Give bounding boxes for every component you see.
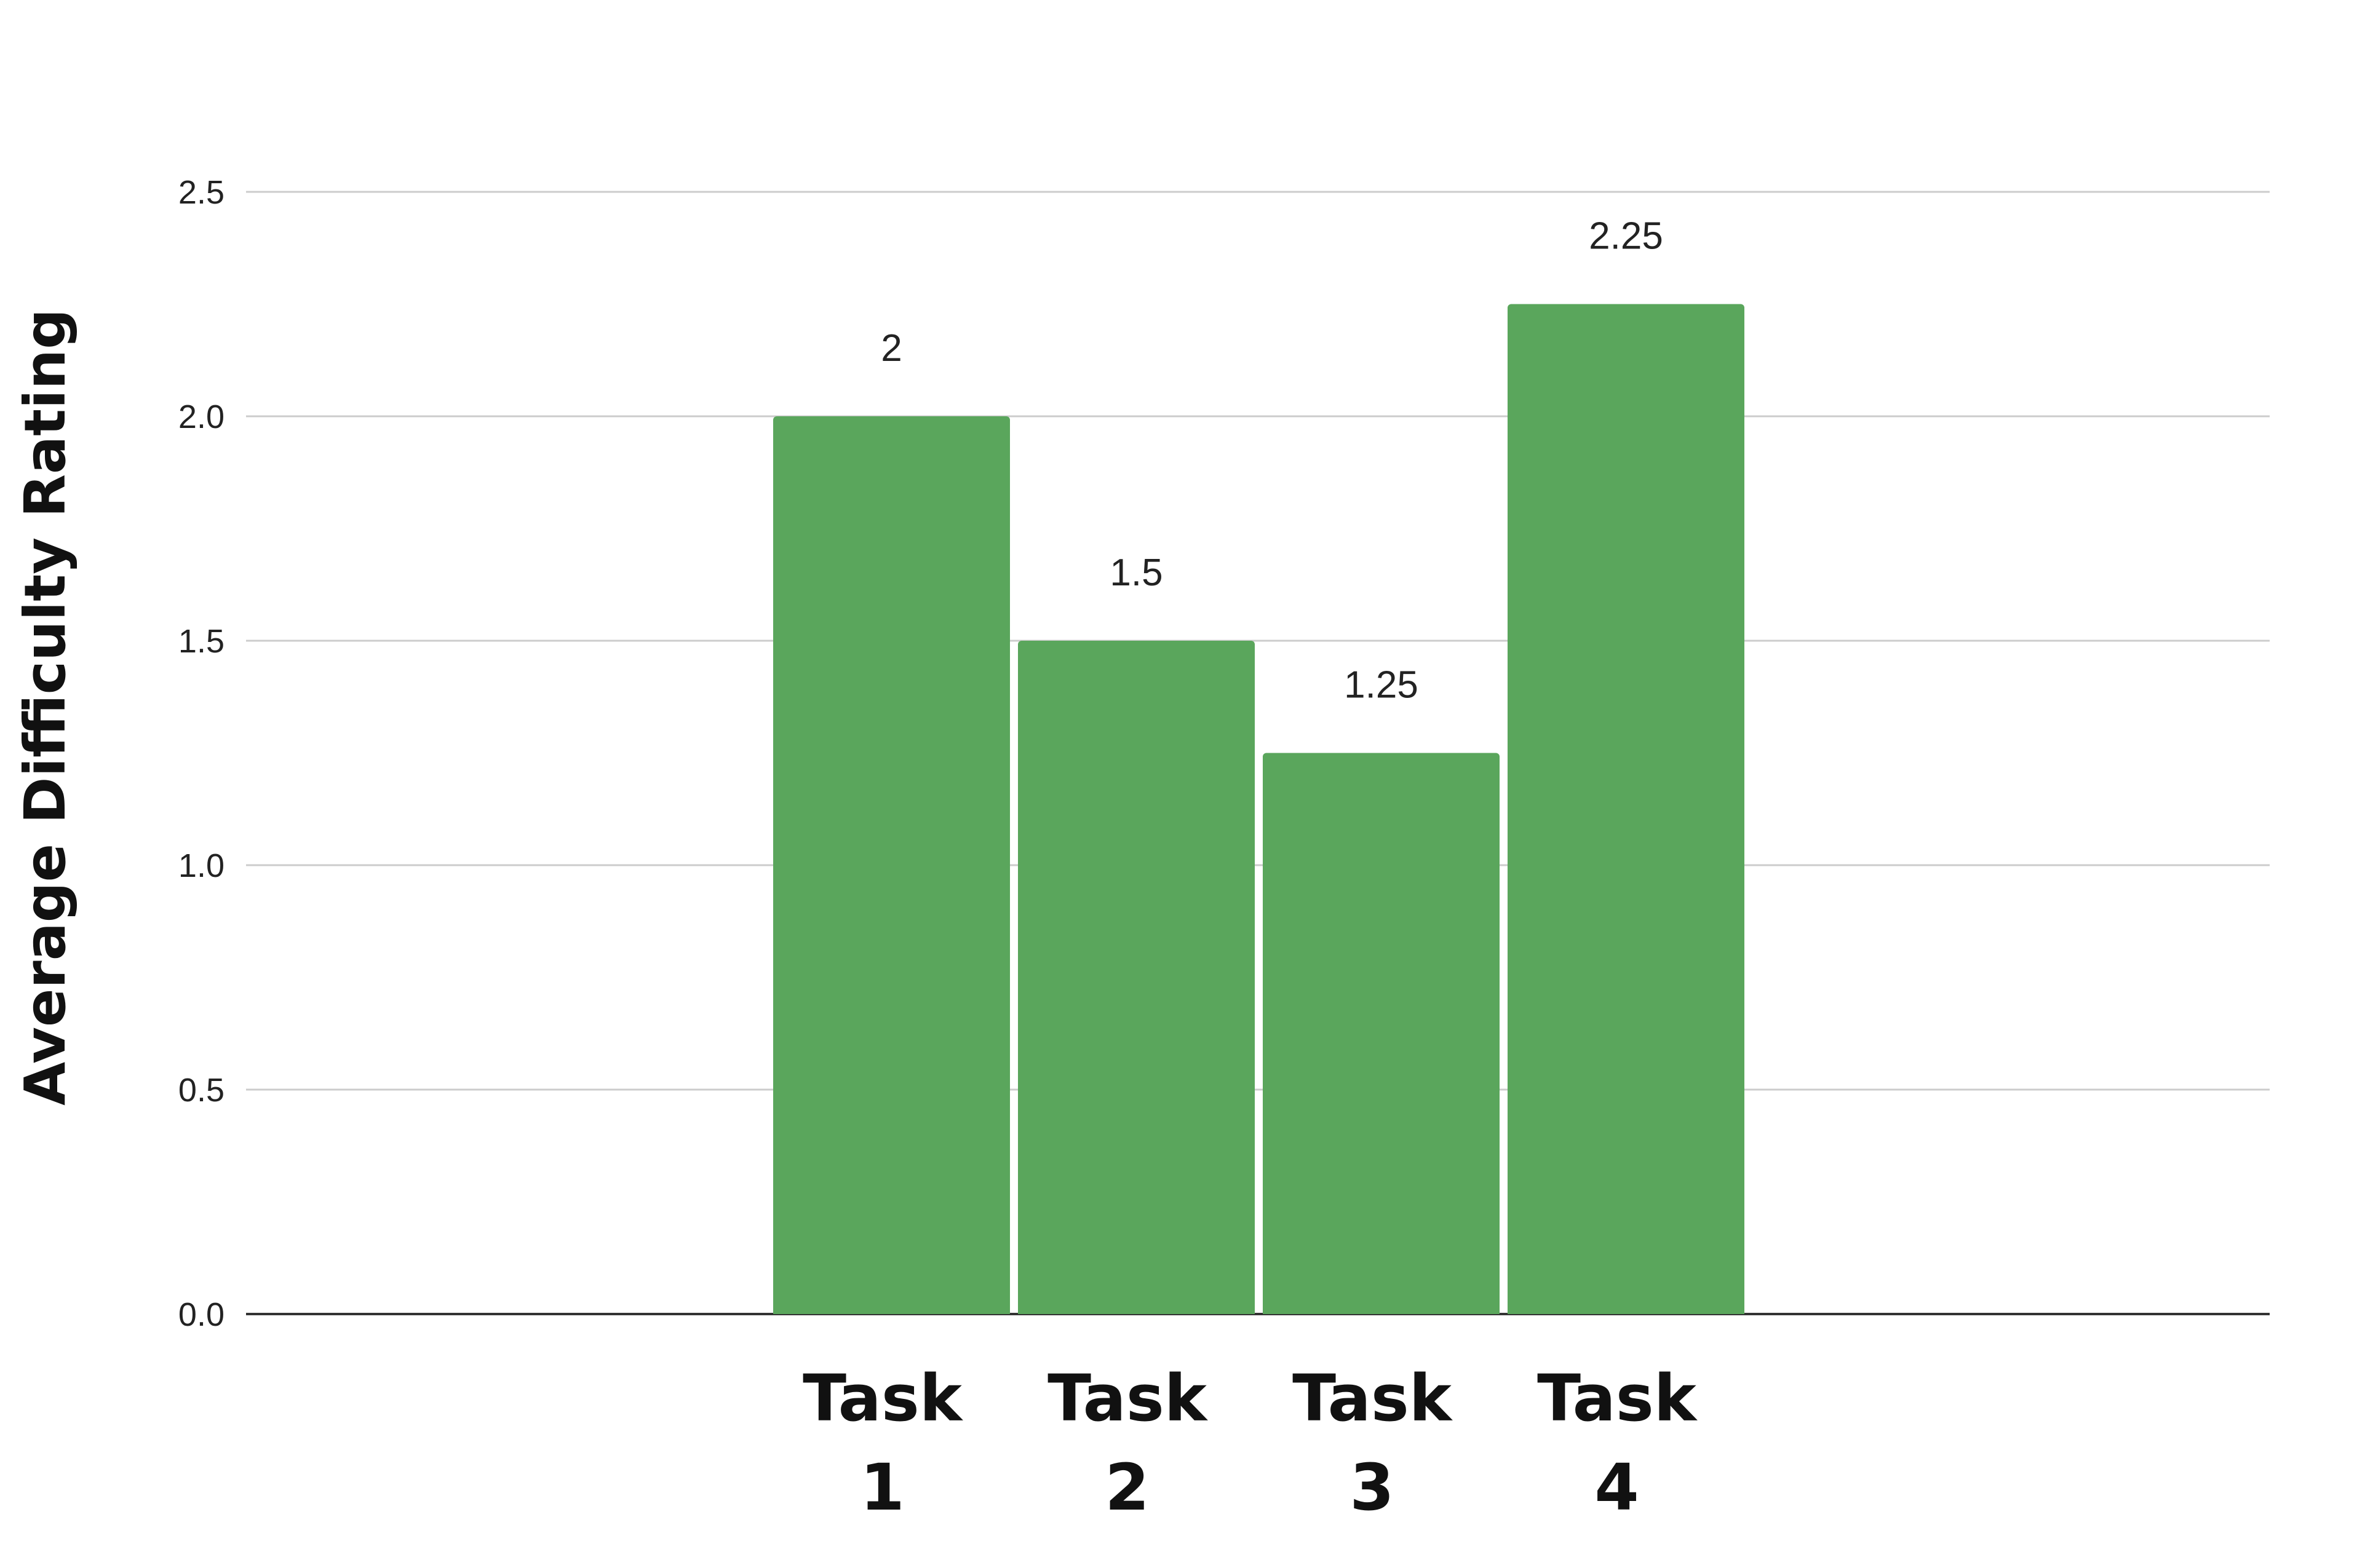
bar[interactable] (1018, 641, 1255, 1314)
x-category-label: Task 2 (1047, 1361, 1209, 1525)
y-tick-label: 2.0 (178, 398, 225, 435)
gridlines (246, 191, 2270, 1315)
bar[interactable] (1263, 753, 1500, 1315)
x-category-label: Task 1 (803, 1361, 964, 1525)
y-axis-title: Average Difficulty Rating (12, 309, 78, 1106)
y-tick-label: 1.5 (178, 623, 225, 660)
data-label: 2 (881, 327, 902, 370)
bar-base (1018, 1307, 1255, 1314)
y-tick-label: 0.0 (178, 1296, 225, 1333)
data-label: 1.25 (1344, 664, 1418, 707)
data-label: 1.5 (1110, 552, 1163, 594)
y-tick-label: 2.5 (178, 174, 225, 211)
y-tick-label: 0.5 (178, 1072, 225, 1109)
x-category-labels: Task 1 Task 2 Task 3 Task 4 (803, 1361, 1698, 1525)
y-tick-labels: 0.0 0.5 1.0 1.5 2.0 2.5 (178, 174, 225, 1333)
bars (773, 304, 1744, 1315)
x-category-label: Task 3 (1292, 1361, 1453, 1525)
value-labels: 2 1.5 1.25 2.25 (881, 215, 1663, 707)
bar[interactable] (773, 416, 1010, 1314)
x-category-label: Task 4 (1537, 1361, 1698, 1525)
bar-base (773, 1307, 1010, 1314)
bar-base (1508, 1307, 1744, 1314)
bar-base (1263, 1307, 1500, 1314)
data-label: 2.25 (1589, 215, 1663, 258)
y-tick-label: 1.0 (178, 847, 225, 884)
bar[interactable] (1508, 304, 1744, 1315)
